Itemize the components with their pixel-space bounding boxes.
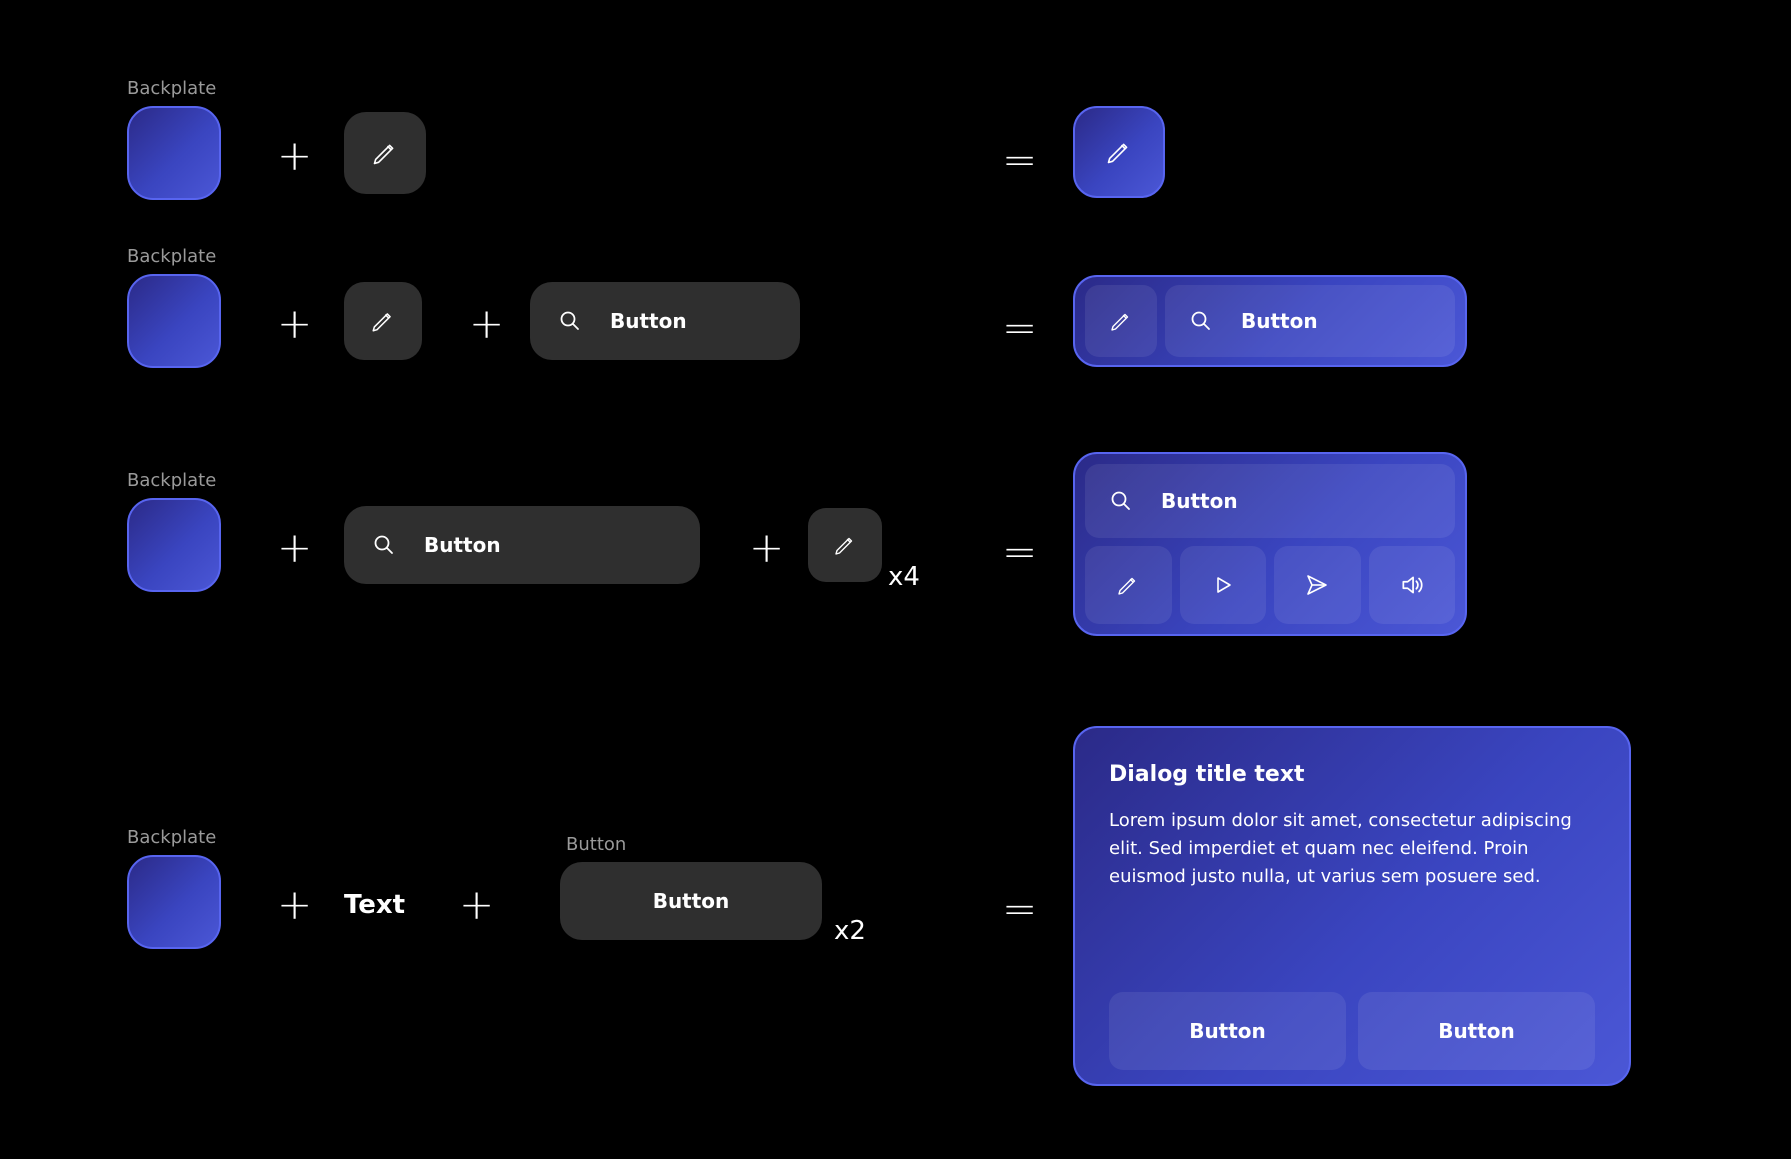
dark-tile-pencil-2 — [344, 282, 422, 360]
plus-op-3b: + — [749, 527, 784, 569]
dialog-title: Dialog title text — [1109, 762, 1595, 787]
dialog-button-2[interactable]: Button — [1358, 992, 1595, 1070]
result-search-button-3[interactable]: Button — [1085, 464, 1455, 538]
plus-op-4a: + — [277, 884, 312, 926]
result-backplate-1[interactable] — [1073, 106, 1165, 198]
pencil-icon — [833, 533, 857, 557]
result-backplate-2: Button — [1073, 275, 1467, 367]
button-label: Button — [1241, 309, 1318, 333]
dialog-button-row: Button Button — [1109, 992, 1595, 1070]
multiplier-x2: x2 — [834, 916, 866, 946]
button-label: Button — [1189, 1019, 1266, 1043]
equals-op-1: = — [1002, 135, 1037, 184]
plus-op-2b: + — [469, 303, 504, 345]
search-icon — [1109, 489, 1133, 513]
multiplier-x4: x4 — [888, 562, 920, 592]
backplate-label-4: Backplate — [127, 827, 216, 848]
backplate-label-3: Backplate — [127, 470, 216, 491]
backplate-tile-3 — [127, 498, 221, 592]
result-search-button[interactable]: Button — [1165, 285, 1455, 357]
search-icon — [372, 533, 396, 557]
pencil-icon — [1109, 309, 1133, 333]
equals-op-4: = — [1002, 884, 1037, 933]
backplate-tile-1 — [127, 106, 221, 200]
backplate-tile-4 — [127, 855, 221, 949]
diagram-canvas: Backplate + = Backplate + + Button = — [0, 0, 1791, 1159]
dark-pill-search-button-2: Button — [530, 282, 800, 360]
button-label: Button — [1438, 1019, 1515, 1043]
pencil-icon — [370, 308, 396, 334]
result-dialog: Dialog title text Lorem ipsum dolor sit … — [1073, 726, 1631, 1086]
play-icon — [1211, 573, 1235, 597]
dark-button-4: Button — [560, 862, 822, 940]
result-play-btn[interactable] — [1180, 546, 1267, 624]
result-icon-row — [1085, 546, 1455, 624]
result-pencil-btn[interactable] — [1085, 546, 1172, 624]
button-header-label: Button — [566, 834, 626, 855]
sound-icon — [1399, 572, 1425, 598]
equals-op-3: = — [1002, 527, 1037, 576]
button-label: Button — [610, 309, 687, 333]
dialog-body: Lorem ipsum dolor sit amet, consectetur … — [1109, 807, 1595, 982]
pencil-icon — [1105, 138, 1133, 166]
result-backplate-3: Button — [1073, 452, 1467, 636]
button-label: Button — [653, 889, 730, 913]
result-send-btn[interactable] — [1274, 546, 1361, 624]
backplate-label-2: Backplate — [127, 246, 216, 267]
button-label: Button — [424, 533, 501, 557]
button-label: Button — [1161, 489, 1238, 513]
plus-op-4b: + — [459, 884, 494, 926]
result-sound-btn[interactable] — [1369, 546, 1456, 624]
dark-pill-search-button-3: Button — [344, 506, 700, 584]
plus-op-3a: + — [277, 527, 312, 569]
equals-op-2: = — [1002, 303, 1037, 352]
result-pencil-btn[interactable] — [1085, 285, 1157, 357]
backplate-tile-2 — [127, 274, 221, 368]
pencil-icon — [371, 139, 399, 167]
search-icon — [1189, 309, 1213, 333]
plus-op-1: + — [277, 135, 312, 177]
dark-tile-pencil-1 — [344, 112, 426, 194]
dialog-button-1[interactable]: Button — [1109, 992, 1346, 1070]
backplate-label-1: Backplate — [127, 78, 216, 99]
dark-tile-pencil-3 — [808, 508, 882, 582]
pencil-icon — [1116, 573, 1140, 597]
text-word: Text — [344, 890, 405, 920]
search-icon — [558, 309, 582, 333]
send-icon — [1305, 573, 1329, 597]
plus-op-2a: + — [277, 303, 312, 345]
